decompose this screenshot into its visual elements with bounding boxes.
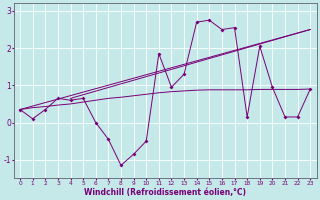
X-axis label: Windchill (Refroidissement éolien,°C): Windchill (Refroidissement éolien,°C) [84,188,246,197]
